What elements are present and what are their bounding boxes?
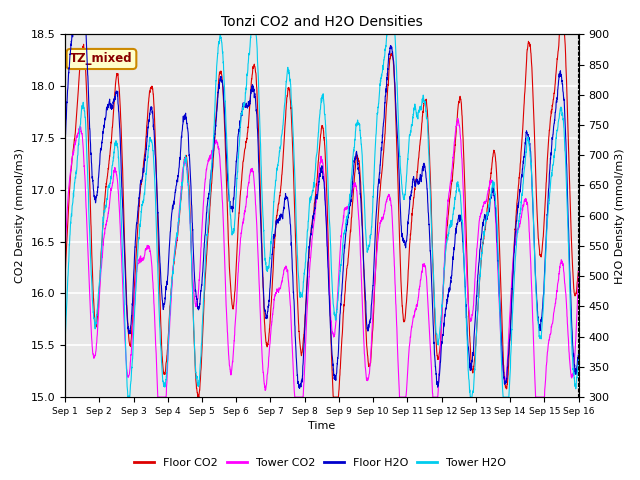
Line: Tower H2O: Tower H2O <box>65 35 579 397</box>
Legend: Floor CO2, Tower CO2, Floor H2O, Tower H2O: Floor CO2, Tower CO2, Floor H2O, Tower H… <box>130 453 510 472</box>
Tower CO2 <box>420 263 428 268</box>
Line: Floor CO2: Floor CO2 <box>65 35 579 397</box>
Floor H2O <box>387 43 395 48</box>
Text: TZ_mixed: TZ_mixed <box>70 52 132 65</box>
Tower CO2 <box>154 394 162 400</box>
Floor H2O <box>420 163 428 168</box>
Floor H2O <box>224 182 232 188</box>
Tower CO2 <box>575 266 582 272</box>
Floor CO2 <box>485 192 493 197</box>
Floor CO2 <box>195 394 203 400</box>
Tower H2O <box>420 97 428 103</box>
Floor H2O <box>447 274 455 280</box>
Tower H2O <box>447 217 455 223</box>
Tower CO2 <box>224 342 232 348</box>
Tower H2O <box>216 32 224 37</box>
Floor CO2 <box>224 229 232 235</box>
X-axis label: Time: Time <box>308 421 335 432</box>
Tower CO2 <box>447 177 454 183</box>
Tower H2O <box>420 96 428 101</box>
Floor CO2 <box>575 268 582 274</box>
Tower H2O <box>225 171 232 177</box>
Floor H2O <box>296 385 303 391</box>
Tower H2O <box>61 341 69 347</box>
Floor CO2 <box>387 53 394 59</box>
Floor H2O <box>420 163 428 169</box>
Floor CO2 <box>447 187 454 192</box>
Tower CO2 <box>485 186 493 192</box>
Tower H2O <box>125 394 132 400</box>
Tower H2O <box>485 202 493 207</box>
Floor H2O <box>61 138 69 144</box>
Tower H2O <box>387 32 395 37</box>
Y-axis label: H2O Density (mmol/m3): H2O Density (mmol/m3) <box>615 148 625 284</box>
Title: Tonzi CO2 and H2O Densities: Tonzi CO2 and H2O Densities <box>221 15 422 29</box>
Y-axis label: CO2 Density (mmol/m3): CO2 Density (mmol/m3) <box>15 148 25 283</box>
Floor CO2 <box>420 105 428 110</box>
Line: Tower CO2: Tower CO2 <box>65 119 579 397</box>
Floor H2O <box>68 32 76 37</box>
Tower CO2 <box>420 261 428 267</box>
Tower H2O <box>575 355 582 361</box>
Line: Floor H2O: Floor H2O <box>65 35 579 388</box>
Floor CO2 <box>420 103 428 109</box>
Floor H2O <box>575 350 582 356</box>
Tower CO2 <box>61 252 69 257</box>
Tower CO2 <box>387 197 394 203</box>
Tower CO2 <box>454 116 461 121</box>
Floor H2O <box>485 209 493 215</box>
Floor CO2 <box>556 32 563 37</box>
Floor CO2 <box>61 277 69 283</box>
